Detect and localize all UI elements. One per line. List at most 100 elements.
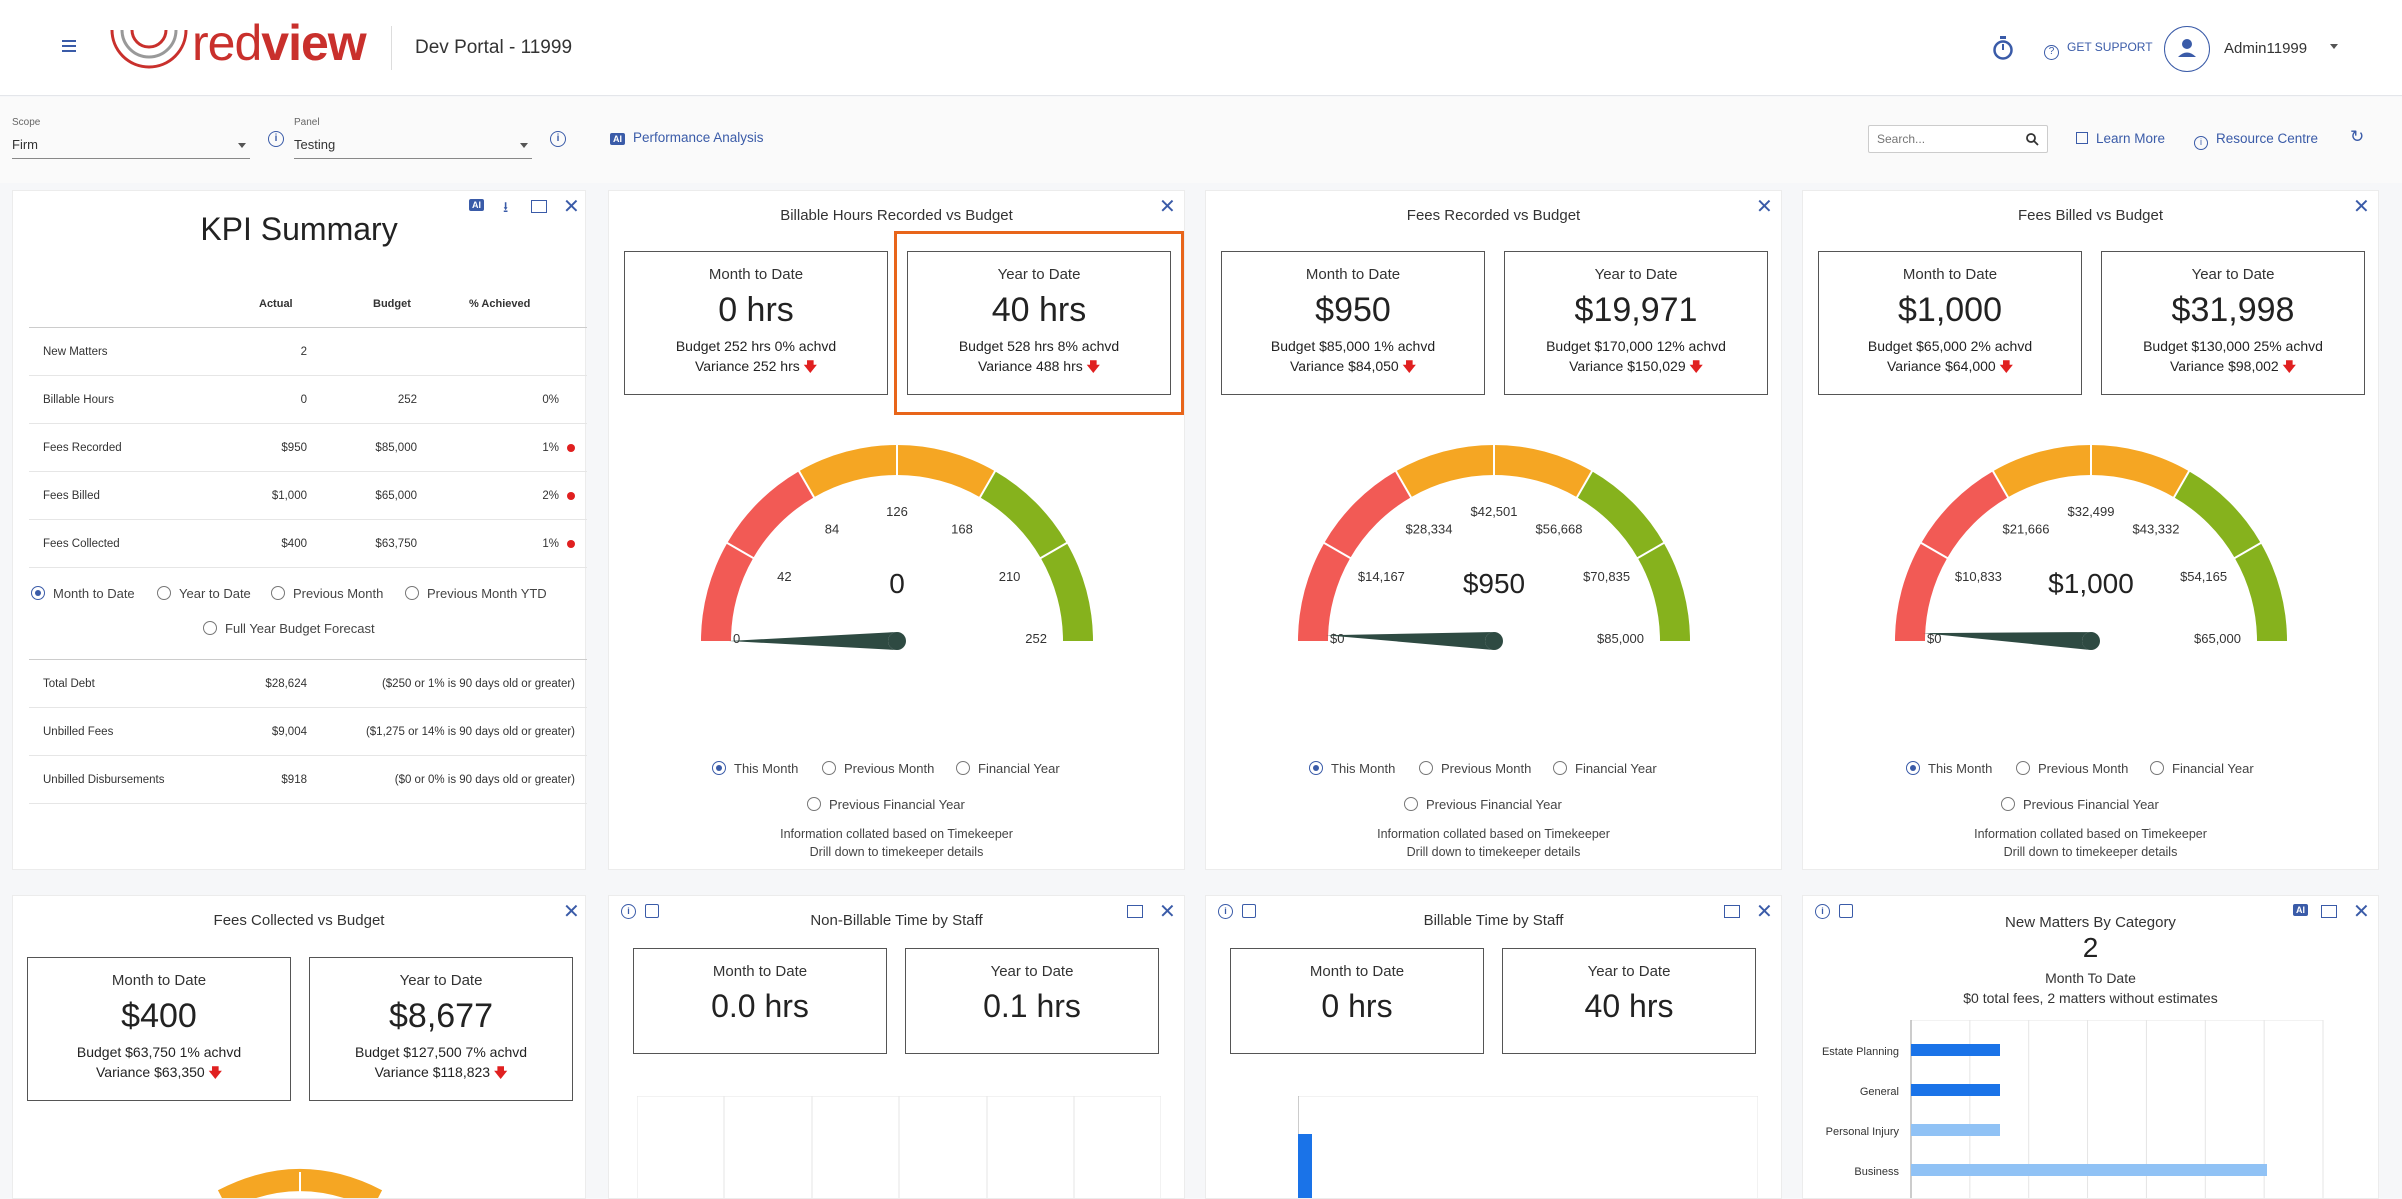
kpi-close-icon[interactable]: ✕ bbox=[563, 196, 580, 218]
close-icon[interactable]: ✕ bbox=[2353, 901, 2370, 923]
kpi-header-budget: Budget bbox=[373, 298, 411, 310]
mtd-stat-box[interactable]: Month to Date $400 Budget $63,750 1% ach… bbox=[27, 957, 291, 1101]
expand-icon[interactable] bbox=[2321, 905, 2337, 918]
redview-logo-icon bbox=[110, 29, 188, 69]
scope-select[interactable]: Firm bbox=[12, 137, 250, 157]
ytd-stat-box[interactable]: Year to Date $31,998 Budget $130,000 25%… bbox=[2101, 251, 2365, 395]
kpi-row-fees-collected[interactable]: Fees Collected $400 $63,750 1% bbox=[29, 520, 587, 568]
performance-analysis-button[interactable]: AI Performance Analysis bbox=[610, 130, 764, 145]
bar[interactable] bbox=[1911, 1124, 2000, 1136]
search-box[interactable] bbox=[1868, 125, 2048, 153]
kpi-period-full-year[interactable]: Full Year Budget Forecast bbox=[203, 621, 375, 636]
ytd-stat-box[interactable]: Year to Date 40 hrs bbox=[1502, 948, 1756, 1054]
resource-centre-button[interactable]: i Resource Centre bbox=[2194, 131, 2318, 150]
kpi-period-previous-month-ytd[interactable]: Previous Month YTD bbox=[405, 586, 547, 601]
menu-icon[interactable] bbox=[62, 40, 76, 52]
search-icon[interactable] bbox=[2026, 133, 2039, 146]
kpi-row-billable-hours[interactable]: Billable Hours 0 252 0% bbox=[29, 376, 587, 424]
close-icon[interactable]: ✕ bbox=[563, 901, 580, 923]
radio-previous-month[interactable]: Previous Month bbox=[1419, 761, 1531, 776]
info-line-1: Information collated based on Timekeeper bbox=[1377, 827, 1610, 841]
down-arrow-icon: 🡇 bbox=[1689, 359, 1703, 374]
ytd-stat-box[interactable]: Year to Date $19,971 Budget $170,000 12%… bbox=[1504, 251, 1768, 395]
timer-icon[interactable] bbox=[1992, 36, 2014, 60]
debt-row-total-debt[interactable]: Total Debt $28,624 ($250 or 1% is 90 day… bbox=[29, 660, 587, 708]
radio-this-month[interactable]: This Month bbox=[712, 761, 798, 776]
bar[interactable] bbox=[1911, 1044, 2000, 1056]
down-arrow-icon: 🡇 bbox=[1999, 359, 2013, 374]
drill-down-link[interactable]: Drill down to timekeeper details bbox=[2003, 845, 2178, 859]
drill-down-link[interactable]: Drill down to timekeeper details bbox=[809, 845, 984, 859]
mtd-stat-box[interactable]: Month to Date 0.0 hrs bbox=[633, 948, 887, 1054]
download-icon[interactable]: ⭳ bbox=[503, 199, 509, 216]
kpi-ai-icon[interactable]: AI bbox=[469, 199, 484, 211]
radio-this-month[interactable]: This Month bbox=[1309, 761, 1395, 776]
new-matters-bar-chart[interactable]: Estate Planning General Personal Injury Bus… bbox=[1803, 1020, 2379, 1199]
kpi-period-ytd[interactable]: Year to Date bbox=[157, 586, 251, 601]
user-menu-chevron-icon[interactable] bbox=[2330, 44, 2338, 49]
mtd-stat-box[interactable]: Month to Date 0 hrs Budget 252 hrs 0% ac… bbox=[624, 251, 888, 395]
fees-billed-gauge[interactable]: $0 $10,833 $21,666 $32,499 $43,332 $54,165 $65… bbox=[1803, 441, 2380, 691]
debt-row-unbilled-disbursements[interactable]: Unbilled Disbursements $918 ($0 or 0% is… bbox=[29, 756, 587, 804]
radio-financial-year[interactable]: Financial Year bbox=[2150, 761, 2254, 776]
mtd-stat-box[interactable]: Month to Date $950 Budget $85,000 1% ach… bbox=[1221, 251, 1485, 395]
scope-info-icon[interactable]: i bbox=[268, 131, 284, 147]
kpi-period-previous-month[interactable]: Previous Month bbox=[271, 586, 383, 601]
ytd-stat-box[interactable]: Year to Date $8,677 Budget $127,500 7% a… bbox=[309, 957, 573, 1101]
drill-down-link[interactable]: Drill down to timekeeper details bbox=[1406, 845, 1581, 859]
stat-label: Month to Date bbox=[712, 963, 808, 980]
kpi-row-fees-recorded[interactable]: Fees Recorded $950 $85,000 1% bbox=[29, 424, 587, 472]
copy-icon[interactable] bbox=[645, 904, 659, 918]
radio-financial-year[interactable]: Financial Year bbox=[956, 761, 1060, 776]
radio-previous-financial-year[interactable]: Previous Financial Year bbox=[1404, 797, 1562, 812]
mtd-stat-box[interactable]: Month to Date $1,000 Budget $65,000 2% a… bbox=[1818, 251, 2082, 395]
close-icon[interactable]: ✕ bbox=[1159, 196, 1176, 218]
expand-icon[interactable] bbox=[1724, 905, 1740, 918]
learn-more-button[interactable]: Learn More bbox=[2076, 131, 2165, 146]
panel-select[interactable]: Testing bbox=[294, 137, 532, 157]
close-icon[interactable]: ✕ bbox=[2353, 196, 2370, 218]
panel-info-icon[interactable]: i bbox=[550, 131, 566, 147]
redview-logo[interactable]: redview bbox=[192, 14, 367, 72]
radio-previous-financial-year[interactable]: Previous Financial Year bbox=[2001, 797, 2159, 812]
user-name[interactable]: Admin11999 bbox=[2224, 40, 2308, 57]
kpi-row-fees-billed[interactable]: Fees Billed $1,000 $65,000 2% bbox=[29, 472, 587, 520]
radio-previous-month[interactable]: Previous Month bbox=[2016, 761, 2128, 776]
close-icon[interactable]: ✕ bbox=[1756, 901, 1773, 923]
billable-hours-gauge[interactable]: 0 42 84 126 168 210 252 0 bbox=[609, 441, 1186, 691]
radio-financial-year[interactable]: Financial Year bbox=[1553, 761, 1657, 776]
kpi-period-mtd[interactable]: Month to Date bbox=[31, 586, 135, 601]
fees-recorded-gauge[interactable]: $0 $14,167 $28,334 $42,501 $56,668 $70,835 $85… bbox=[1206, 441, 1783, 691]
radio-this-month[interactable]: This Month bbox=[1906, 761, 1992, 776]
stat-value: $8,677 bbox=[389, 997, 493, 1035]
search-input[interactable] bbox=[1877, 127, 2017, 151]
info-icon[interactable]: i bbox=[1815, 904, 1830, 919]
kpi-period-label: Full Year Budget Forecast bbox=[225, 621, 375, 636]
info-icon[interactable]: i bbox=[621, 904, 636, 919]
ytd-stat-box[interactable]: Year to Date 40 hrs Budget 528 hrs 8% ac… bbox=[907, 251, 1171, 395]
info-icon[interactable]: i bbox=[1218, 904, 1233, 919]
copy-icon[interactable] bbox=[1242, 904, 1256, 918]
kpi-row-label: Billable Hours bbox=[43, 394, 114, 406]
radio-previous-month[interactable]: Previous Month bbox=[822, 761, 934, 776]
close-icon[interactable]: ✕ bbox=[1756, 196, 1773, 218]
new-matters-ai-icon[interactable]: AI bbox=[2293, 904, 2308, 916]
mtd-stat-box[interactable]: Month to Date 0 hrs bbox=[1230, 948, 1484, 1054]
expand-icon[interactable] bbox=[1127, 905, 1143, 918]
image-icon[interactable] bbox=[531, 200, 547, 213]
refresh-icon[interactable]: ↻ bbox=[2350, 127, 2365, 146]
gauge-tick-label: $10,833 bbox=[1955, 569, 2002, 584]
get-support-button[interactable]: ? GET SUPPORT bbox=[2044, 40, 2153, 60]
bar[interactable] bbox=[1911, 1164, 2267, 1176]
copy-icon[interactable] bbox=[1839, 904, 1853, 918]
bar[interactable] bbox=[1911, 1084, 2000, 1096]
radio-previous-financial-year[interactable]: Previous Financial Year bbox=[807, 797, 965, 812]
radio-label: Financial Year bbox=[2172, 761, 2254, 776]
kpi-row-new-matters[interactable]: New Matters 2 bbox=[29, 328, 587, 376]
debt-row-unbilled-fees[interactable]: Unbilled Fees $9,004 ($1,275 or 14% is 9… bbox=[29, 708, 587, 756]
ytd-stat-box[interactable]: Year to Date 0.1 hrs bbox=[905, 948, 1159, 1054]
avatar[interactable] bbox=[2164, 26, 2210, 72]
close-icon[interactable]: ✕ bbox=[1159, 901, 1176, 923]
card-title: Billable Hours Recorded vs Budget bbox=[780, 207, 1013, 224]
fees-collected-gauge-partial[interactable] bbox=[13, 1166, 586, 1199]
